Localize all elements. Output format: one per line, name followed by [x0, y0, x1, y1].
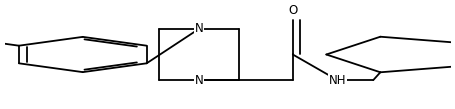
Text: N: N — [194, 22, 203, 35]
Text: F: F — [0, 36, 1, 49]
Text: N: N — [194, 74, 203, 87]
Text: O: O — [288, 4, 297, 17]
Text: NH: NH — [328, 74, 345, 87]
